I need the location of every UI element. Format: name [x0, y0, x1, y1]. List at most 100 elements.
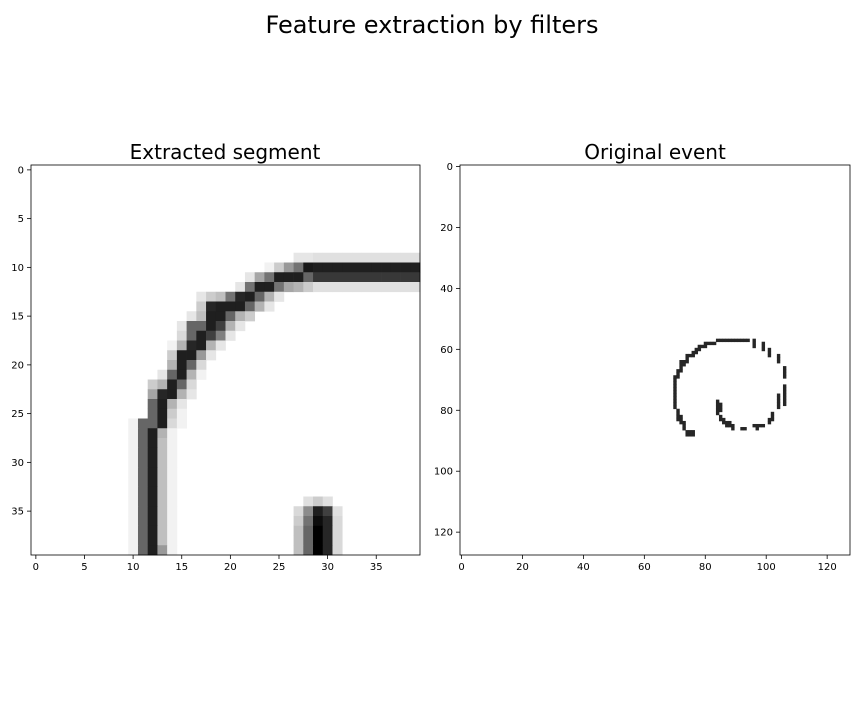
original-event-pixel — [676, 411, 680, 416]
extracted-segment-pixel — [293, 516, 304, 527]
extracted-segment-pixel — [390, 252, 401, 263]
extracted-segment-pixel — [186, 360, 197, 371]
extracted-segment-pixel — [235, 321, 246, 332]
x-tick-label: 100 — [757, 562, 776, 573]
extracted-segment-pixel — [235, 311, 246, 322]
original-event-pixel — [770, 414, 775, 419]
y-tick-label: 15 — [11, 312, 24, 323]
original-event-pixel — [731, 427, 735, 431]
original-event-pixel — [718, 338, 723, 343]
original-event-pixel — [685, 360, 689, 364]
extracted-segment-pixel — [303, 516, 314, 527]
extracted-segment-pixel — [128, 447, 139, 458]
extracted-segment-pixel — [157, 506, 168, 517]
extracted-segment-pixel — [147, 399, 158, 410]
original-event-pixel — [694, 347, 699, 352]
extracted-segment-pixel — [137, 428, 149, 439]
original-event-pixel — [782, 366, 787, 370]
extracted-segment-pixel — [322, 545, 333, 556]
original-event-pixel — [767, 347, 772, 352]
extracted-segment-pixel — [313, 272, 324, 283]
y-tick-label: 0 — [447, 162, 453, 173]
extracted-segment-pixel — [167, 350, 178, 361]
original-event-pixel — [676, 417, 680, 422]
extracted-segment-pixel — [225, 301, 236, 312]
x-tick-label: 40 — [577, 562, 590, 573]
extracted-segment-pixel — [351, 272, 362, 283]
extracted-segment-pixel — [147, 447, 158, 458]
extracted-segment-pixel — [176, 369, 187, 380]
extracted-segment-pixel — [147, 389, 158, 400]
extracted-segment-pixel — [410, 262, 421, 273]
extracted-segment-pixel — [390, 282, 401, 293]
extracted-segment-pixel — [167, 399, 178, 410]
extracted-segment-pixel — [293, 272, 304, 283]
original-event-pixel — [673, 396, 677, 400]
original-event-pixel — [679, 363, 683, 367]
original-event-pixel — [682, 423, 686, 428]
original-event-pixel — [776, 399, 781, 404]
original-event-pixel — [758, 423, 762, 428]
extracted-segment-pixel — [332, 535, 343, 546]
extracted-segment-pixel — [303, 525, 314, 536]
y-tick-label: 30 — [11, 458, 24, 469]
extracted-segment-pixel — [254, 272, 265, 283]
original-event-pixel — [722, 338, 726, 343]
original-event-pixel — [737, 338, 741, 343]
x-tick-label: 120 — [818, 562, 837, 573]
extracted-segment-pixel — [137, 506, 149, 517]
original-event-pixel — [673, 405, 677, 410]
extracted-segment-pixel — [254, 301, 265, 312]
extracted-segment-pixel — [167, 418, 178, 429]
original-event-pixel — [691, 353, 695, 358]
extracted-segment-pixel — [313, 506, 324, 517]
extracted-segment-pixel — [390, 262, 401, 273]
extracted-segment-pixel — [147, 438, 158, 449]
x-tick-label: 30 — [321, 562, 334, 573]
extracted-segment-pixel — [410, 252, 421, 263]
extracted-segment-pixel — [128, 428, 139, 439]
original-event-pixel — [688, 430, 692, 434]
original-event-frame — [459, 164, 851, 556]
extracted-segment-pixel — [137, 486, 149, 497]
extracted-segment-pixel — [274, 262, 285, 273]
y-tick-label: 60 — [440, 345, 453, 356]
extracted-segment-pixel — [147, 418, 158, 429]
extracted-segment-pixel — [167, 408, 178, 419]
original-event-pixel — [673, 399, 677, 404]
original-event-pixel — [718, 405, 723, 410]
extracted-segment-pixel — [157, 418, 168, 429]
extracted-segment-pixel — [167, 360, 178, 371]
extracted-segment-pixel — [167, 438, 178, 449]
extracted-segment-pixel — [196, 350, 207, 361]
extracted-segment-pixel — [186, 379, 197, 390]
extracted-segment-pixel — [313, 516, 324, 527]
extracted-segment-pixel — [332, 252, 343, 263]
x-tick-label: 0 — [33, 562, 39, 573]
extracted-segment-title: Extracted segment — [130, 140, 321, 164]
original-event-pixel — [676, 408, 680, 413]
original-event-pixel — [700, 344, 705, 349]
x-tick-label: 5 — [81, 562, 87, 573]
extracted-segment-pixel — [157, 408, 168, 419]
extracted-segment-pixel — [244, 311, 256, 322]
original-event-pixel — [691, 350, 695, 355]
extracted-segment-pixel — [371, 282, 382, 293]
x-tick-label: 0 — [458, 562, 464, 573]
extracted-segment-pixel — [167, 340, 178, 351]
original-event-pixel — [679, 366, 683, 370]
y-tick-label: 20 — [11, 360, 24, 371]
extracted-segment-pixel — [176, 389, 187, 400]
original-event-pixel — [776, 356, 781, 361]
extracted-segment-pixel — [371, 272, 382, 283]
extracted-segment-pixel — [313, 535, 324, 546]
extracted-segment-pixel — [157, 516, 168, 527]
original-event-pixel — [718, 414, 723, 419]
extracted-segment-pixel — [264, 262, 275, 273]
original-event-pixel — [715, 408, 720, 413]
original-event-pixel — [761, 341, 766, 346]
extracted-segment-pixel — [147, 535, 158, 546]
extracted-segment-pixel — [264, 291, 275, 302]
extracted-segment-pixel — [293, 282, 304, 293]
original-event-pixel — [740, 427, 744, 431]
